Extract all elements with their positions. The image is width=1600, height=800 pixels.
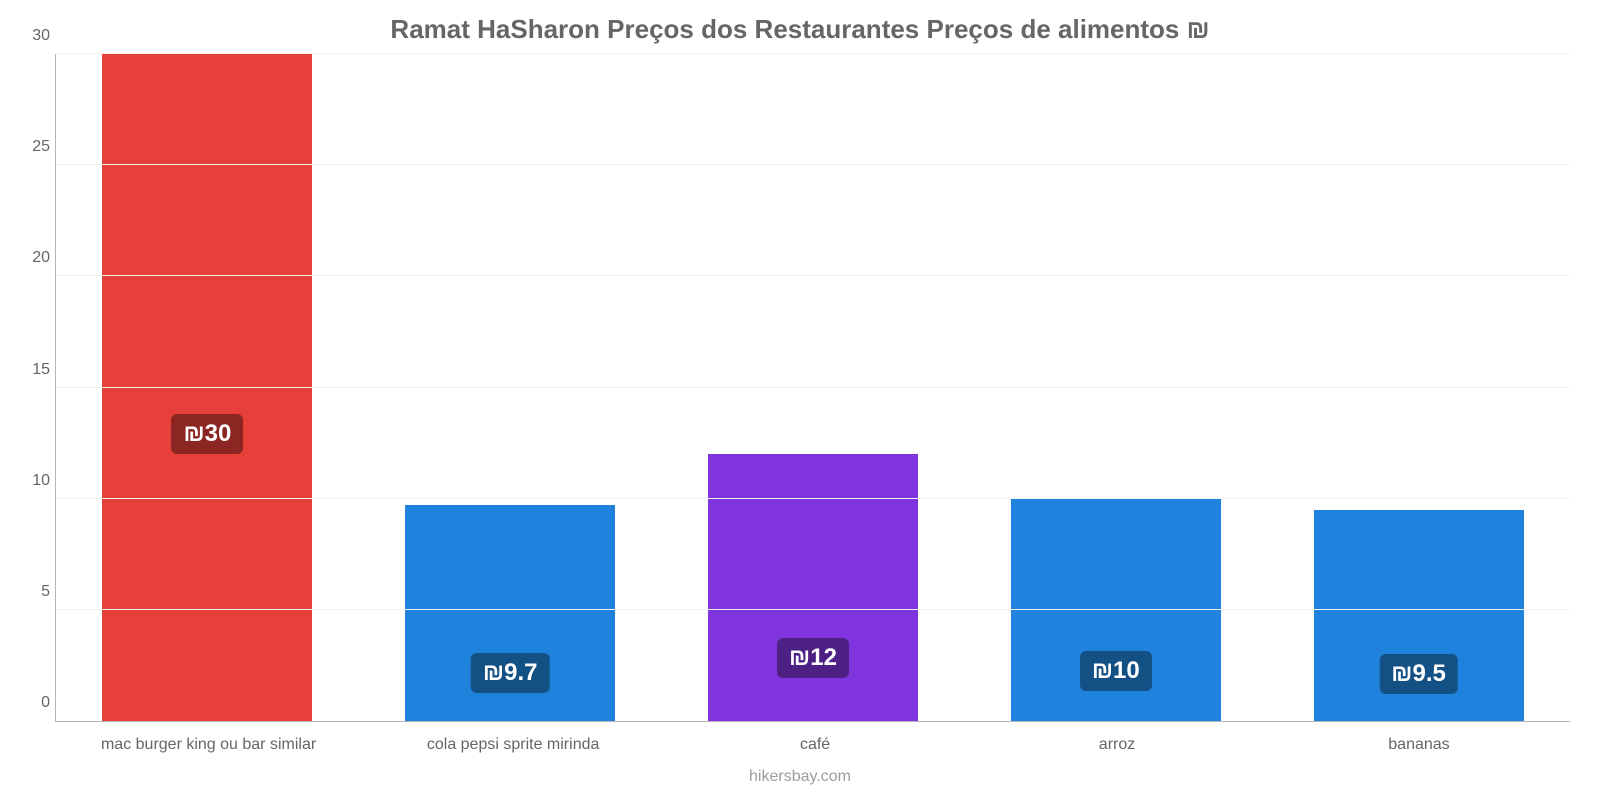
chart-title: Ramat HaSharon Preços dos Restaurantes P… <box>0 0 1600 45</box>
price-bar-chart: Ramat HaSharon Preços dos Restaurantes P… <box>0 0 1600 800</box>
y-tick-label: 10 <box>16 472 50 490</box>
y-tick-label: 20 <box>16 249 50 267</box>
bar-group: ₪30 ₪9.7 ₪12 ₪10 ₪9.5 <box>56 54 1570 721</box>
grid-line <box>56 275 1570 276</box>
value-badge: ₪9.5 <box>1379 654 1458 694</box>
y-tick-label: 30 <box>16 27 50 45</box>
x-tick-label: cola pepsi sprite mirinda <box>408 736 618 754</box>
y-tick-label: 0 <box>16 694 50 712</box>
bar: ₪30 <box>102 54 312 721</box>
value-badge: ₪10 <box>1080 651 1152 691</box>
value-badge: ₪12 <box>777 638 849 678</box>
bar-slot: ₪30 <box>102 54 312 721</box>
bar: ₪12 <box>708 454 918 721</box>
grid-line <box>56 609 1570 610</box>
x-tick-label: bananas <box>1314 736 1524 754</box>
chart-credit: hikersbay.com <box>0 768 1600 786</box>
grid-line <box>56 53 1570 54</box>
grid-line <box>56 498 1570 499</box>
x-tick-label: arroz <box>1012 736 1222 754</box>
bar: ₪9.5 <box>1314 510 1524 721</box>
grid-line <box>56 387 1570 388</box>
x-axis-labels: mac burger king ou bar similar cola pepsi… <box>55 736 1570 754</box>
grid-line <box>56 164 1570 165</box>
y-tick-label: 25 <box>16 138 50 156</box>
value-badge: ₪9.7 <box>471 653 550 693</box>
bar: ₪9.7 <box>405 505 615 721</box>
bar-slot: ₪10 <box>1011 54 1221 721</box>
plot-area: ₪30₪9.7₪12₪10₪9.5 051015202530 <box>55 54 1570 722</box>
bar-slot: ₪12 <box>708 54 918 721</box>
x-tick-label: café <box>710 736 920 754</box>
y-tick-label: 5 <box>16 583 50 601</box>
value-badge: ₪30 <box>171 414 243 454</box>
bar-slot: ₪9.7 <box>405 54 615 721</box>
x-tick-label: mac burger king ou bar similar <box>101 736 316 754</box>
bar-slot: ₪9.5 <box>1314 54 1524 721</box>
y-tick-label: 15 <box>16 361 50 379</box>
